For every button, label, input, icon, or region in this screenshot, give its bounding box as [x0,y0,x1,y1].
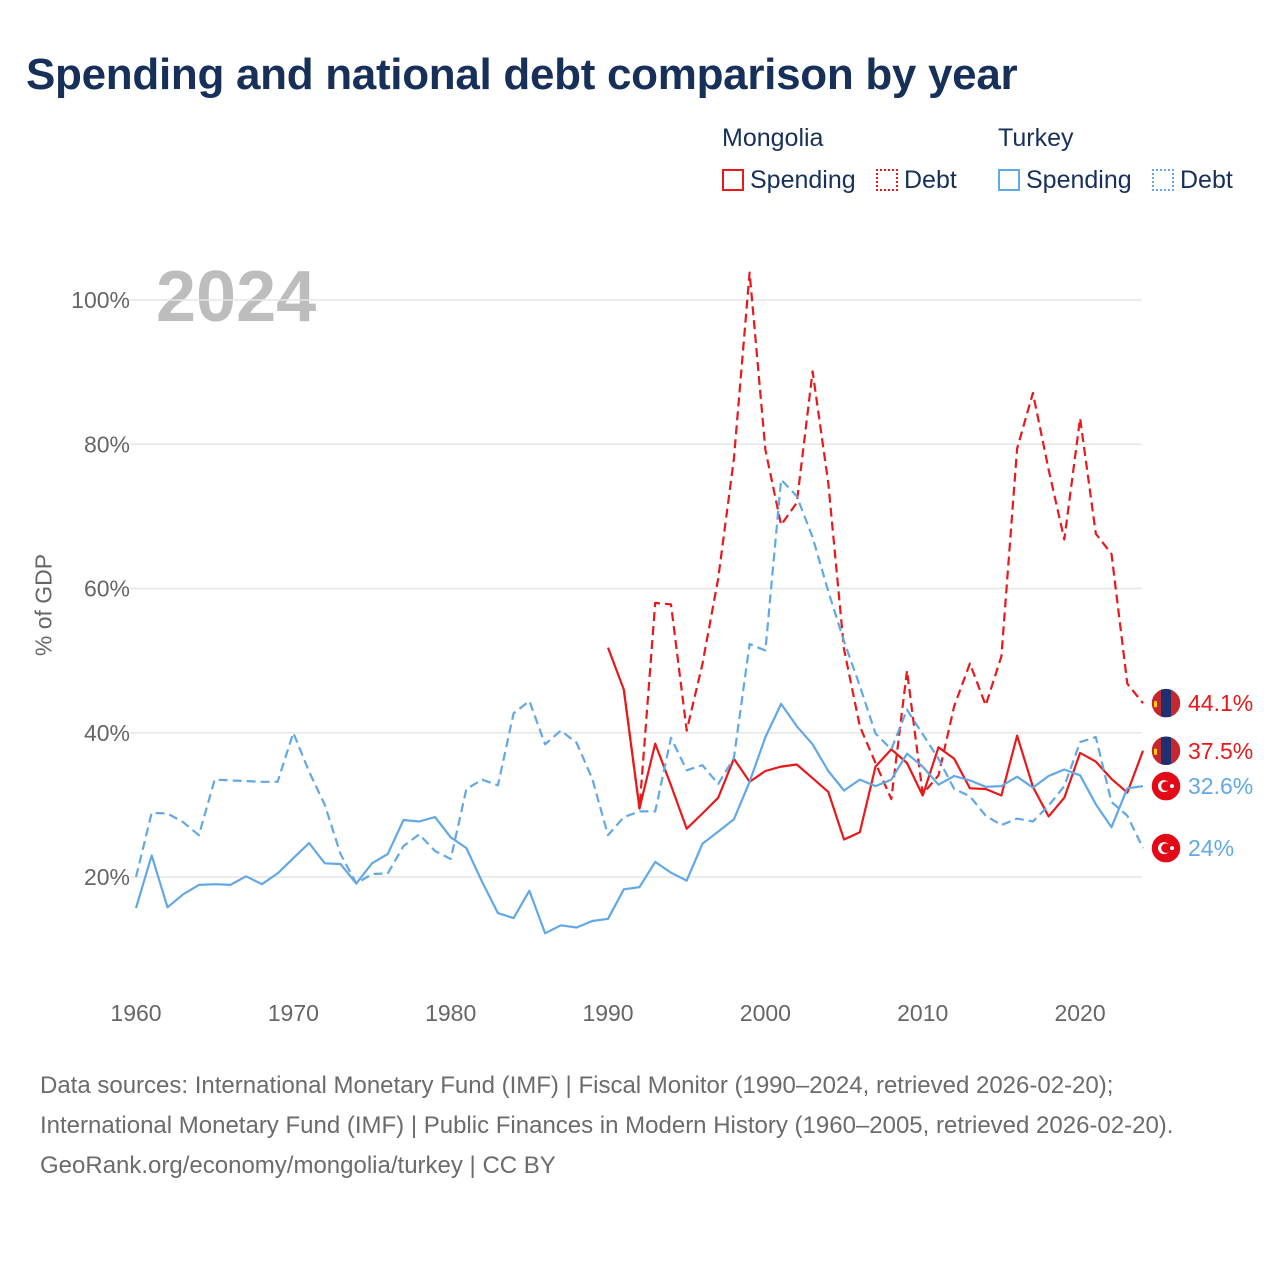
legend-turkey-spending[interactable]: Spending [998,166,1132,195]
mongolia-flag-stripe [1161,735,1171,766]
end-value-label: 24% [1188,835,1234,861]
end-value-label: 44.1% [1188,690,1253,716]
y-tick-label: 20% [84,864,130,890]
mongolia-flag-stripe [1161,688,1171,719]
mongolia-soyombo [1154,701,1157,708]
end-marker-turkey-debt: 24% [1150,832,1234,864]
series-line-mongolia-debt [622,271,1144,810]
chart-title: Spending and national debt comparison by… [26,50,1018,99]
x-tick-label: 1960 [110,1000,161,1026]
legend-mongolia-debt[interactable]: Debt [876,166,957,195]
flag-ring [1150,687,1182,719]
series-line-turkey-spending [134,702,1144,935]
end-marker-mongolia-debt: 44.1% [1150,687,1253,719]
year-watermark: 2024 [156,257,317,337]
turkey-star [1170,784,1174,789]
end-marker-mongolia-spending: 37.5% [1150,735,1253,767]
y-tick-label: 100% [71,287,130,313]
footer: Data sources: International Monetary Fun… [40,1066,1240,1186]
legend-title-mongolia: Mongolia [722,124,824,152]
x-tick-label: 2020 [1054,1000,1105,1026]
end-marker-turkey-spending: 32.6% [1150,770,1253,802]
y-tick-label: 40% [84,720,130,746]
y-tick-label: 80% [84,431,130,457]
end-value-label: 37.5% [1188,738,1253,764]
series-lines [134,271,1145,935]
y-tick-label: 60% [84,576,130,602]
legend-swatch-solid-red [722,169,744,191]
flag-ring [1150,735,1182,767]
legend-swatch-solid-blue [998,169,1020,191]
flag-ring [1150,832,1182,864]
legend-title-turkey: Turkey [998,124,1074,152]
x-tick-label: 2000 [740,1000,791,1026]
grid-lines [130,299,1142,878]
legend-mongolia-spending[interactable]: Spending [722,166,856,195]
y-axis-ticks: 20% 40% 60% 80% 100% [71,287,130,890]
line-chart: 20% 40% 60% 80% 100% 1960 1970 1980 1990 2000 201… [71,271,1253,1026]
series-line-turkey-debt [134,478,1144,885]
legend-label: Spending [750,166,856,194]
legend-swatch-dotted-red [876,169,898,191]
legend-swatch-dotted-blue [1152,169,1174,191]
x-tick-label: 2010 [897,1000,948,1026]
end-labels: 37.5% 44.1% 32.6% 24% [1150,687,1253,864]
legend-label: Debt [904,166,957,194]
turkey-crescent-inner [1161,781,1171,791]
legend-label: Debt [1180,166,1233,194]
legend-turkey-debt[interactable]: Debt [1152,166,1233,195]
series-line-mongolia-spending [606,647,1145,841]
x-tick-label: 1980 [425,1000,476,1026]
mongolia-soyombo [1154,748,1157,755]
turkey-star [1170,846,1174,851]
credit-link[interactable]: GeoRank.org/economy/mongolia/turkey | CC… [40,1152,556,1179]
legend-label: Spending [1026,166,1132,194]
end-value-label: 32.6% [1188,773,1253,799]
x-tick-label: 1970 [268,1000,319,1026]
x-axis-ticks: 1960 1970 1980 1990 2000 2010 2020 [110,1000,1105,1026]
x-tick-label: 1990 [582,1000,633,1026]
data-sources: Data sources: International Monetary Fun… [40,1072,1174,1139]
turkey-crescent-inner [1161,843,1171,853]
flag-ring [1150,770,1182,802]
